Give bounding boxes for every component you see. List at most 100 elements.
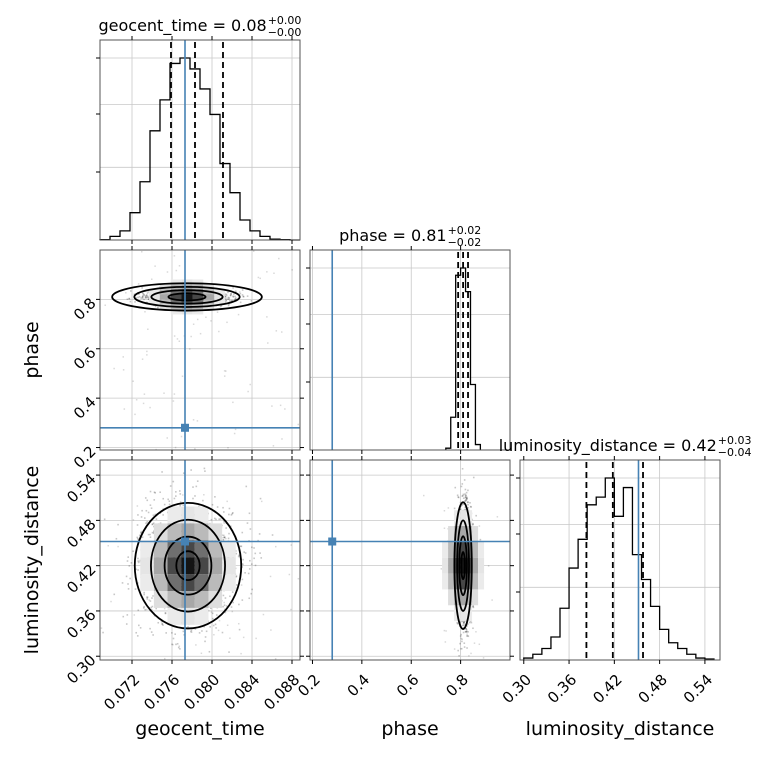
sample-point [143, 605, 145, 608]
sample-point [102, 631, 104, 634]
density-cell [442, 573, 449, 590]
sample-point [456, 621, 458, 624]
tick-label-x-phase: 0.6 [393, 671, 423, 701]
sample-point [149, 504, 152, 506]
outlier-point [290, 608, 292, 611]
outlier-point [88, 727, 90, 729]
sample-point [143, 294, 146, 297]
sample-point [127, 583, 129, 585]
sample-point [145, 509, 148, 512]
sample-point [232, 293, 235, 295]
density-cell [222, 540, 236, 558]
contour-level [133, 501, 243, 630]
sample-point [141, 296, 144, 298]
density-cell [140, 574, 154, 592]
sample-point [151, 531, 154, 534]
panel-frame-geocent_time-geocent_time [99, 39, 301, 241]
sample-point [248, 597, 251, 600]
sample-point [232, 296, 235, 298]
sample-point [464, 496, 467, 499]
outlier-point [267, 342, 269, 344]
sample-point [143, 298, 145, 301]
sample-point [219, 305, 222, 308]
outlier-point [440, 568, 443, 570]
sample-point [472, 476, 475, 479]
sample-point [135, 568, 137, 571]
sample-point [164, 612, 167, 615]
sample-point [150, 606, 152, 609]
sample-point [459, 508, 461, 511]
sample-point [146, 292, 149, 294]
density-cell [222, 574, 236, 592]
outlier-point [279, 404, 282, 407]
outlier-point [164, 709, 166, 711]
sample-point [249, 559, 251, 562]
outlier-point [447, 507, 450, 509]
sample-point [260, 557, 263, 559]
sample-point [463, 621, 465, 624]
outlier-point [92, 284, 94, 286]
density-geocent_time-luminosity_distance [88, 460, 344, 729]
outlier-point [472, 666, 474, 668]
outlier-point [270, 629, 272, 631]
outlier-point [272, 668, 274, 670]
outlier-point [305, 506, 307, 508]
outlier-point [100, 627, 103, 629]
sample-point [242, 563, 244, 566]
sample-point [253, 557, 255, 560]
sample-point [234, 298, 236, 301]
density-cell [181, 289, 193, 295]
outlier-point [196, 318, 199, 321]
sample-point [222, 534, 225, 537]
truth-marker [181, 537, 189, 546]
density-cell [170, 279, 182, 285]
sample-point [161, 623, 163, 626]
sample-point [235, 297, 237, 299]
sample-point [240, 545, 243, 548]
sample-point [230, 293, 232, 295]
sample-point [160, 620, 163, 623]
outlier-point [342, 508, 344, 510]
sample-point [144, 497, 147, 499]
sample-point [472, 523, 474, 525]
histogram-geocent_time [99, 57, 300, 241]
sample-point [144, 296, 147, 299]
density-cell [153, 523, 168, 541]
density-cell [214, 294, 225, 300]
sample-point [179, 504, 181, 507]
sample-point [457, 649, 459, 652]
sample-point [146, 301, 149, 304]
sample-point [466, 496, 468, 499]
sample-point [462, 631, 465, 634]
sample-point [173, 497, 176, 500]
density-phase-luminosity_distance [310, 460, 510, 668]
sample-point [466, 635, 468, 637]
sample-point [467, 635, 469, 637]
sample-point [133, 293, 136, 296]
sample-point [175, 491, 177, 493]
sample-point [271, 534, 274, 536]
outlier-point [233, 432, 236, 435]
outlier-point [273, 272, 275, 275]
density-cell [181, 309, 193, 315]
density-cell [192, 294, 204, 300]
density-cell [170, 289, 182, 295]
sample-point [460, 647, 463, 650]
sample-point [466, 625, 468, 627]
sample-point [146, 596, 149, 599]
outlier-point [232, 401, 234, 404]
sample-point [239, 292, 242, 295]
outlier-point [443, 527, 446, 529]
outlier-point [93, 277, 95, 279]
outlier-point [282, 711, 284, 713]
sample-point [239, 545, 242, 548]
sample-point [465, 499, 468, 502]
sample-point [224, 301, 226, 303]
sample-point [222, 506, 224, 509]
outlier-point [62, 436, 64, 438]
sample-point [467, 623, 469, 625]
sample-point [222, 539, 225, 541]
outlier-point [140, 530, 143, 533]
density-cell [466, 526, 473, 542]
sample-point [254, 564, 257, 567]
